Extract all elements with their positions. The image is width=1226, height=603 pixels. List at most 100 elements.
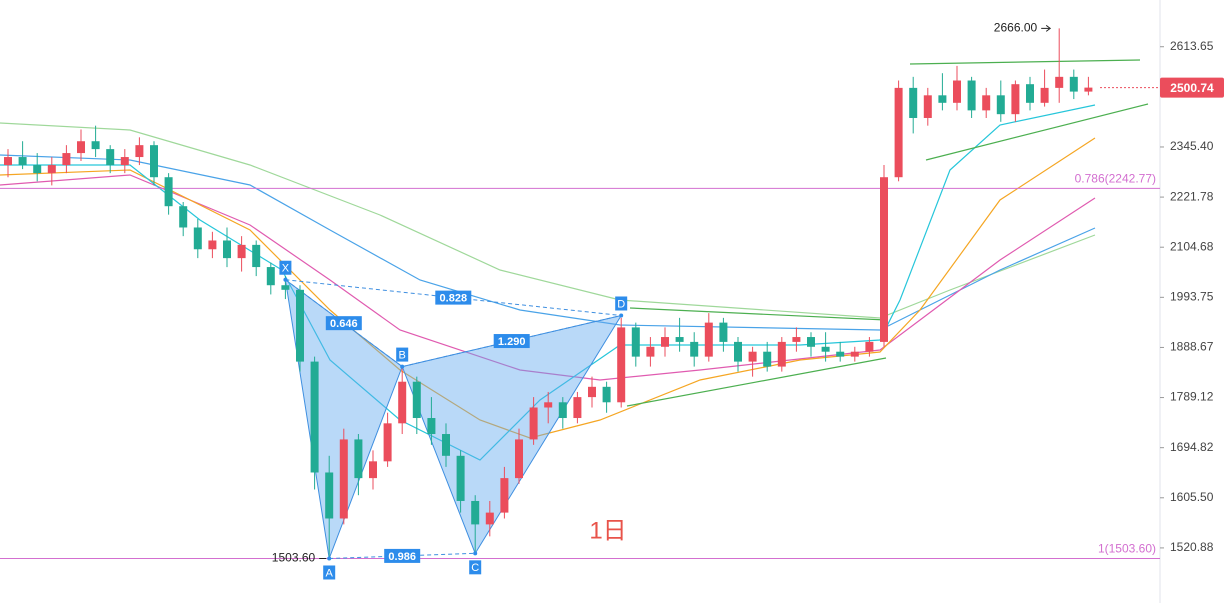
ratio-label: 1.290 [498, 336, 526, 348]
pattern-point [619, 313, 624, 318]
candle-body [325, 472, 334, 519]
pattern-point [473, 551, 478, 556]
candle-body [237, 244, 246, 259]
candle-body [1011, 84, 1020, 115]
candle-body [573, 397, 582, 419]
candle-body [500, 478, 509, 513]
point-label: D [617, 298, 625, 310]
candle-body [164, 177, 173, 207]
y-tick-label: 1605.50 [1170, 490, 1214, 504]
low-label: 1503.60 [272, 551, 316, 565]
ma-line [0, 154, 1096, 331]
candle-body [617, 327, 626, 403]
candle-body [106, 149, 115, 166]
candle-body [1040, 87, 1049, 103]
candle-body [47, 165, 56, 174]
candle-body [427, 418, 436, 435]
candle-body [1055, 76, 1064, 88]
candle-body [646, 346, 655, 357]
candle-body [77, 141, 85, 154]
ma-line [0, 137, 1096, 439]
candle-body [354, 439, 363, 479]
candle-body [471, 500, 480, 525]
candle-body [120, 157, 129, 166]
point-box [323, 565, 336, 580]
candle-body [894, 87, 903, 178]
candle-body [588, 386, 596, 398]
ratio-box [435, 290, 472, 305]
ratio-box [325, 316, 362, 331]
candle-body [734, 341, 742, 362]
candle-body [515, 439, 523, 479]
candle-body [909, 87, 918, 118]
ratio-label: 0.986 [388, 551, 416, 563]
candle-body [661, 337, 669, 347]
point-label: A [326, 567, 334, 579]
candle-body [675, 337, 684, 342]
candle-body [383, 423, 392, 462]
candle-body [179, 206, 188, 228]
candle-body [252, 244, 261, 268]
candle-body [719, 322, 728, 342]
candle-body [33, 165, 42, 174]
y-tick-label: 2345.40 [1170, 139, 1214, 153]
y-tick-label: 1888.67 [1170, 340, 1214, 354]
candle-body [266, 267, 275, 286]
candle-body [850, 351, 859, 357]
ratio-box [384, 548, 421, 563]
trend-lines [626, 59, 1149, 407]
last-price-tag [1160, 77, 1224, 98]
candle-body [529, 407, 538, 440]
candle-body [208, 240, 217, 250]
point-box [396, 347, 409, 362]
high-label: 2666.00 [994, 21, 1038, 35]
candle-body [982, 95, 991, 111]
candle-body [938, 95, 947, 103]
y-tick-label: 2221.78 [1170, 189, 1214, 203]
candle-body [880, 177, 888, 342]
point-box [279, 260, 292, 275]
point-label: C [471, 562, 479, 574]
ma-line [0, 122, 1096, 319]
candle-body [485, 512, 494, 525]
candle-body [339, 439, 348, 519]
candle-body [602, 386, 611, 403]
y-tick-label: 1789.12 [1170, 390, 1214, 404]
candle-body [62, 153, 71, 166]
candle-body [193, 227, 202, 250]
last-price-label: 2500.74 [1170, 81, 1214, 95]
candle-body [631, 327, 640, 357]
candle-body [223, 240, 231, 259]
y-tick-label: 1694.82 [1170, 440, 1214, 454]
candle-body [398, 381, 407, 424]
candle-body [923, 95, 932, 118]
candle-body [369, 461, 377, 479]
point-box [615, 296, 628, 311]
candle-body [135, 145, 144, 158]
candle-body [558, 402, 567, 419]
candles [4, 28, 1093, 559]
candle-body [442, 434, 450, 456]
candle-body [1026, 84, 1034, 103]
ratio-box [493, 334, 530, 349]
trend-line [626, 357, 887, 407]
harmonic-pattern: 0.646 0.828 1.290 0.986 [284, 278, 623, 563]
candle-body [18, 157, 27, 166]
candle-body [412, 381, 421, 419]
pattern-point [327, 556, 332, 561]
y-tick-label: 1993.75 [1170, 289, 1214, 303]
candle-body [953, 80, 961, 103]
point-label: X [282, 263, 290, 275]
candle-body [310, 361, 319, 473]
ma-line [0, 174, 1096, 381]
candle-body [836, 351, 845, 357]
y-tick-label: 2104.68 [1170, 239, 1214, 253]
candle-body [792, 337, 801, 342]
candle-body [1084, 87, 1093, 92]
ratio-label: 0.828 [440, 293, 468, 305]
y-tick-label: 2613.65 [1170, 39, 1214, 53]
candle-body [296, 289, 304, 362]
interval-label: 1日 [589, 517, 626, 544]
